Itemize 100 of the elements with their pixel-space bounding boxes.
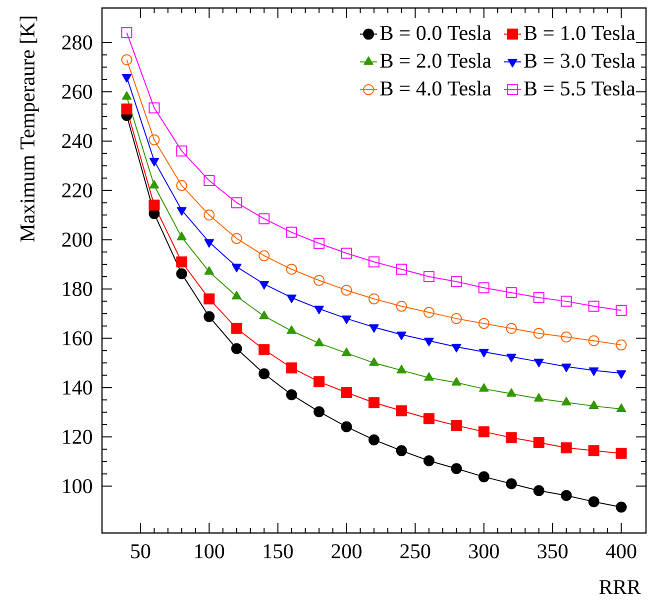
point — [424, 372, 434, 381]
point — [314, 306, 324, 314]
point — [534, 393, 544, 402]
point — [423, 271, 434, 282]
y-tick-label: 180 — [63, 282, 92, 296]
point — [149, 158, 160, 166]
point — [286, 264, 298, 275]
x-tick-label: 250 — [400, 544, 430, 558]
point — [478, 318, 490, 329]
y-tick-label: 240 — [62, 134, 92, 148]
point — [506, 478, 517, 490]
point — [148, 102, 160, 114]
point — [534, 358, 544, 368]
point — [533, 328, 544, 339]
point — [122, 74, 132, 83]
point — [396, 445, 407, 456]
legend-label: B = 2.0 Tesla — [380, 53, 492, 68]
point — [396, 364, 406, 374]
point — [176, 180, 188, 191]
point — [478, 282, 490, 294]
point — [396, 405, 407, 416]
point — [368, 397, 380, 408]
point — [450, 276, 462, 288]
point — [478, 426, 490, 438]
point — [286, 294, 296, 304]
point — [478, 471, 490, 482]
point — [533, 437, 544, 448]
point — [423, 306, 434, 318]
x-axis-title: RRR — [599, 580, 641, 594]
point — [369, 357, 379, 366]
point — [286, 389, 298, 400]
point — [616, 304, 627, 316]
x-tick-label: 400 — [606, 544, 636, 558]
point — [506, 354, 516, 362]
point — [560, 490, 572, 502]
point — [232, 290, 242, 300]
y-tick-label: 140 — [63, 380, 92, 395]
point — [506, 432, 517, 444]
point — [204, 239, 214, 248]
point — [176, 207, 187, 216]
point — [122, 91, 132, 100]
point — [616, 339, 627, 350]
point — [616, 502, 627, 513]
point — [479, 348, 489, 358]
point — [148, 134, 160, 146]
legend-label: B = 0.0 Tesla — [380, 25, 492, 40]
legend-label: B = 5.5 Tesla — [524, 80, 636, 96]
point — [479, 383, 489, 392]
point — [121, 54, 132, 66]
x-tick-label: 350 — [538, 544, 568, 558]
point — [506, 287, 517, 298]
point — [121, 104, 132, 115]
point — [506, 388, 516, 397]
point — [450, 463, 462, 474]
point — [258, 368, 270, 380]
point — [396, 264, 407, 275]
point — [286, 362, 298, 374]
x-tick-label: 300 — [469, 544, 499, 558]
y-tick-label: 280 — [62, 35, 92, 50]
y-axis-title: Maximum Temperaure [K] — [20, 16, 39, 242]
point — [506, 322, 517, 334]
point — [368, 293, 380, 304]
legend-label: B = 3.0 Tesla — [524, 53, 636, 68]
point — [204, 311, 215, 322]
point — [231, 197, 242, 208]
point — [423, 413, 434, 424]
point — [560, 296, 572, 307]
point — [341, 387, 352, 398]
point — [450, 420, 462, 432]
point — [204, 293, 215, 304]
point — [452, 377, 462, 386]
point — [314, 406, 325, 418]
point — [341, 248, 352, 259]
point — [562, 364, 572, 372]
point — [314, 338, 324, 346]
point — [588, 300, 600, 312]
point — [314, 274, 325, 286]
point — [258, 213, 270, 224]
point — [286, 226, 298, 238]
point — [176, 268, 188, 280]
x-tick-label: 100 — [195, 544, 224, 558]
point — [452, 344, 462, 352]
point — [148, 200, 160, 211]
point — [560, 332, 572, 343]
point — [204, 175, 215, 186]
x-tick-label: 50 — [131, 544, 150, 558]
point — [231, 343, 242, 354]
point — [342, 316, 352, 324]
point — [176, 256, 188, 268]
point — [204, 266, 214, 275]
point — [341, 284, 352, 296]
legend-label: B = 4.0 Tesla — [380, 80, 492, 96]
point — [286, 325, 296, 334]
point — [342, 348, 352, 356]
point — [424, 338, 434, 346]
y-tick-label: 100 — [63, 479, 92, 494]
point — [616, 370, 626, 379]
point — [396, 300, 407, 312]
point — [259, 310, 269, 320]
point — [588, 400, 599, 410]
